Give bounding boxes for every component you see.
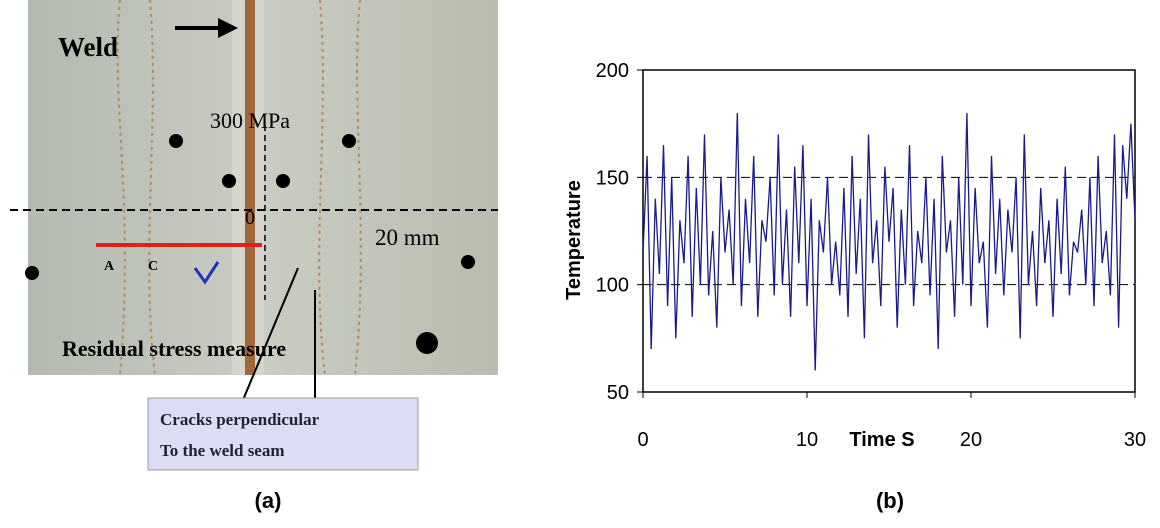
dots bbox=[25, 134, 475, 354]
weld-seam bbox=[245, 0, 255, 375]
measure-label: Residual stress measure bbox=[62, 336, 286, 361]
y-axis-label: Temperature bbox=[563, 180, 585, 300]
stress-label: 300 MPa bbox=[210, 108, 290, 133]
weld-label: Weld bbox=[58, 32, 118, 62]
check-mark bbox=[193, 261, 220, 285]
x-tick-label: 30 bbox=[1124, 429, 1146, 451]
y-tick-label: 100 bbox=[596, 275, 629, 297]
panel-label: (a) bbox=[255, 488, 282, 513]
y-tick-label: 150 bbox=[596, 167, 629, 189]
x-tick-label: 0 bbox=[637, 429, 648, 451]
callout-box bbox=[147, 397, 419, 471]
y-tick-label: 50 bbox=[607, 382, 629, 404]
x-tick-label: 10 bbox=[796, 429, 818, 451]
arrow-head bbox=[218, 18, 238, 38]
x-axis-label: Time S bbox=[849, 429, 914, 451]
callout-text: To the weld seam bbox=[160, 441, 285, 460]
panel-a: Weld 300 MPa 0 20 mm A C Residual stress… bbox=[10, 0, 498, 513]
callout-text: Cracks perpendicular bbox=[160, 410, 320, 429]
scale-label: 20 mm bbox=[375, 225, 440, 250]
origin-label: 0 bbox=[245, 207, 255, 229]
plot-frame bbox=[642, 69, 1136, 393]
point-label: C bbox=[148, 259, 158, 274]
data-line bbox=[642, 112, 1136, 371]
panel-label: (b) bbox=[876, 488, 904, 513]
point-label: A bbox=[104, 259, 115, 274]
x-tick-label: 20 bbox=[960, 429, 982, 451]
pointer bbox=[242, 267, 299, 401]
panel-b: 50 100 150 200 0 10 20 30 Time S Temperature (b) bbox=[563, 60, 1146, 513]
crack-pattern bbox=[116, 0, 362, 376]
y-tick-label: 200 bbox=[596, 60, 629, 82]
